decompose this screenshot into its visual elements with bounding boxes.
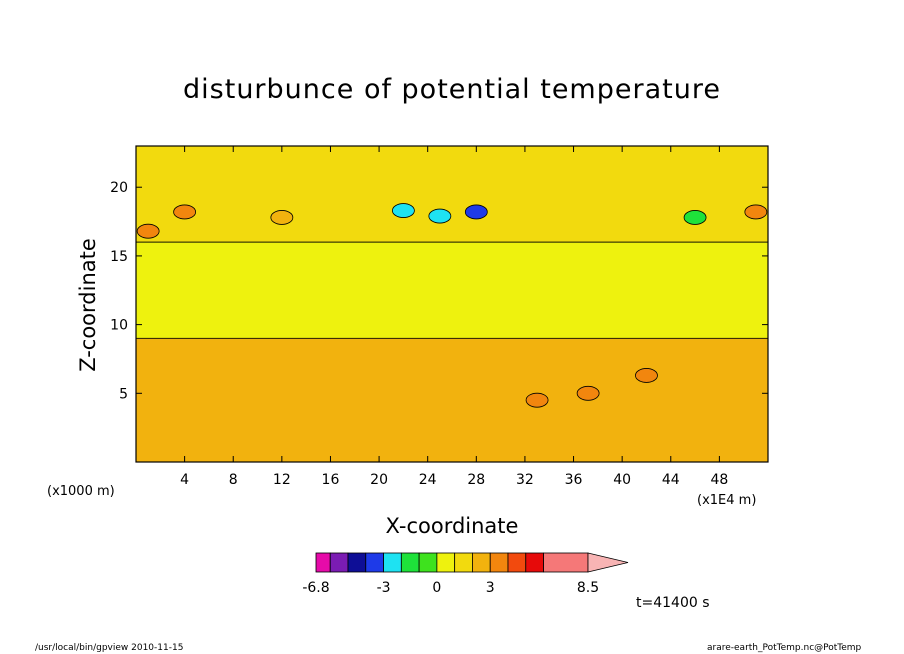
band-middle — [136, 241, 768, 339]
colorbar-swatch — [365, 552, 384, 573]
colorbar-swatch — [347, 552, 367, 573]
band-lower — [136, 337, 768, 462]
x-tick-label: 36 — [565, 472, 583, 488]
y-tick-label: 15 — [110, 249, 128, 265]
colorbar-label: 0 — [432, 580, 441, 596]
colorbar-swatch — [454, 552, 473, 573]
x-tick-label: 8 — [229, 472, 238, 488]
contour-feature-8 — [525, 392, 549, 408]
y-tick-label: 10 — [110, 318, 128, 334]
band-upper — [136, 146, 768, 243]
y-tick-label: 5 — [119, 386, 128, 402]
x-axis-label: X-coordinate — [385, 514, 519, 538]
colorbar-swatch — [507, 552, 527, 573]
colorbar-swatch — [383, 552, 402, 573]
x-tick-label: 28 — [467, 472, 485, 488]
x-tick-label: 44 — [662, 472, 680, 488]
colorbar-extend-arrow — [587, 552, 629, 573]
time-label: t=41400 s — [636, 595, 710, 611]
contour-feature-2 — [270, 210, 294, 225]
colorbar-label: -3 — [377, 580, 391, 596]
x-tick-label: 24 — [419, 472, 437, 488]
colorbar-swatch — [436, 552, 456, 573]
contour-feature-4 — [428, 208, 452, 224]
contour-feature-0 — [173, 204, 197, 220]
colorbar-label: -6.8 — [302, 580, 329, 596]
y-axis-label: Z-coordinate — [76, 238, 100, 372]
x-tick-label: 4 — [180, 472, 189, 488]
y-ticks: 5 10 15 20 — [110, 180, 768, 402]
contour-plot-area — [136, 146, 768, 462]
x-tick-label: 40 — [613, 472, 631, 488]
contour-feature-5 — [464, 204, 488, 220]
colorbar-swatch — [329, 552, 349, 573]
contour-feature-1 — [136, 223, 160, 239]
contour-feature-10 — [576, 385, 600, 401]
contour-feature-7 — [744, 204, 768, 220]
x-tick-label: 12 — [273, 472, 291, 488]
contour-feature-6 — [683, 210, 707, 225]
footer-command: /usr/local/bin/gpview 2010-11-15 — [35, 643, 184, 653]
y-tick-label: 20 — [110, 180, 128, 196]
contour-feature-9 — [635, 368, 658, 383]
colorbar-swatch — [315, 552, 331, 573]
colorbar-label: 8.5 — [577, 580, 599, 596]
colorbar-swatch — [489, 552, 509, 573]
colorbar-swatch — [400, 552, 420, 573]
y-axis-unit: (x1E4 m) — [697, 493, 757, 508]
colorbar-swatch — [525, 552, 544, 573]
x-ticks: 4 8 12 16 20 24 28 32 36 40 44 48 — [180, 146, 728, 488]
colorbar: -6.8 -3 0 3 8.5 — [302, 552, 629, 596]
colorbar-label: 3 — [486, 580, 495, 596]
x-axis-unit: (x1000 m) — [47, 484, 115, 499]
x-tick-label: 16 — [322, 472, 340, 488]
chart-title: disturbunce of potential temperature — [183, 74, 721, 105]
colorbar-swatch — [418, 552, 438, 573]
plot-frame — [135, 145, 769, 463]
colorbar-swatch — [472, 552, 491, 573]
contour-feature-3 — [391, 203, 415, 218]
x-tick-label: 48 — [710, 472, 728, 488]
colorbar-swatch — [543, 552, 589, 573]
footer-source: arare-earth_PotTemp.nc@PotTemp — [707, 643, 862, 653]
x-tick-label: 20 — [370, 472, 388, 488]
x-tick-label: 32 — [516, 472, 534, 488]
